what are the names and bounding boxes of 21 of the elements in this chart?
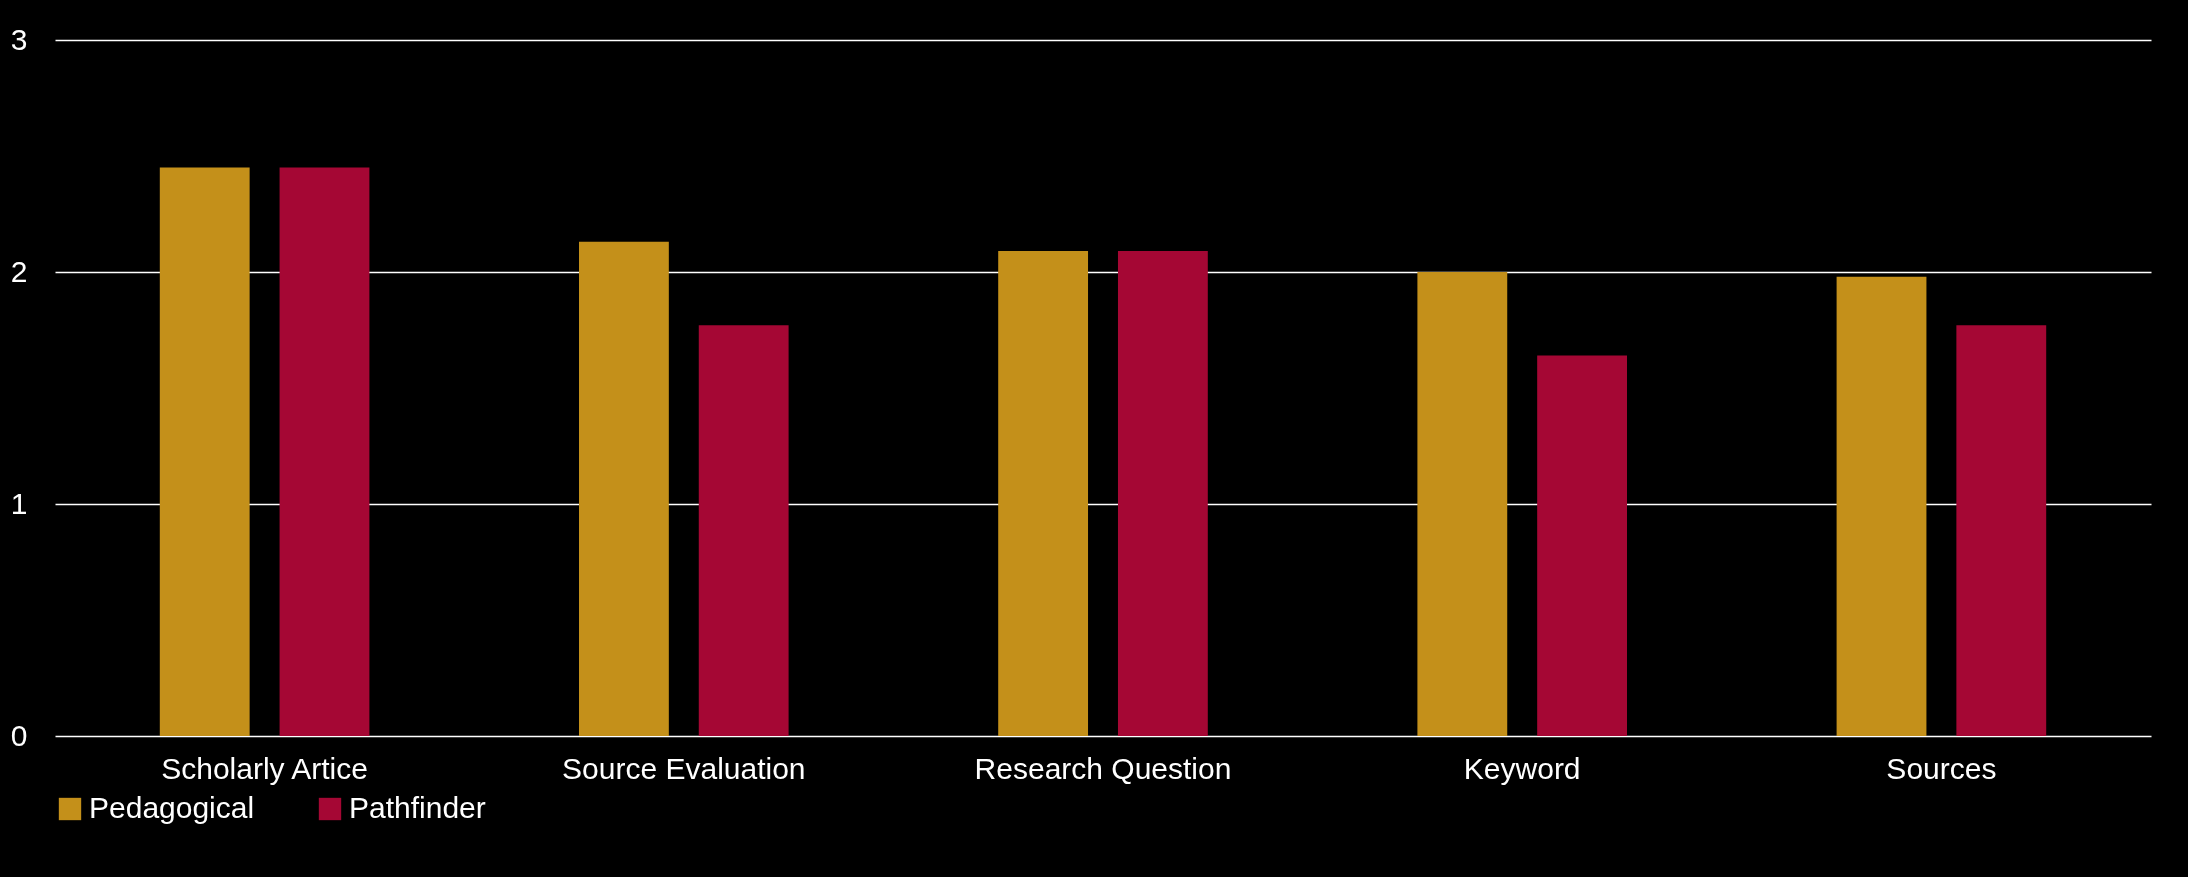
x-tick-label: Research Question [974, 751, 1232, 785]
bar [1117, 251, 1208, 736]
y-tick-label: 2 [10, 254, 28, 288]
x-tick-label: Sources [1886, 751, 1997, 785]
bar [1537, 355, 1627, 736]
legend-label: Pathfinder [349, 791, 486, 824]
bar [1417, 272, 1508, 736]
x-tick-label: Keyword [1463, 751, 1581, 785]
y-tick-label: 3 [10, 22, 28, 56]
x-tick-label: Source Evaluation [562, 751, 806, 785]
y-tick-label: 0 [10, 718, 28, 752]
bar [279, 167, 370, 736]
bar [579, 241, 669, 736]
legend-label: Pedagogical [89, 791, 255, 824]
bar [1956, 325, 2047, 736]
bar [698, 325, 789, 736]
bar [998, 251, 1089, 736]
bar [159, 167, 250, 736]
y-tick-label: 1 [10, 486, 28, 520]
x-tick-label: Scholarly Artice [161, 751, 368, 785]
bar [1836, 276, 1927, 736]
